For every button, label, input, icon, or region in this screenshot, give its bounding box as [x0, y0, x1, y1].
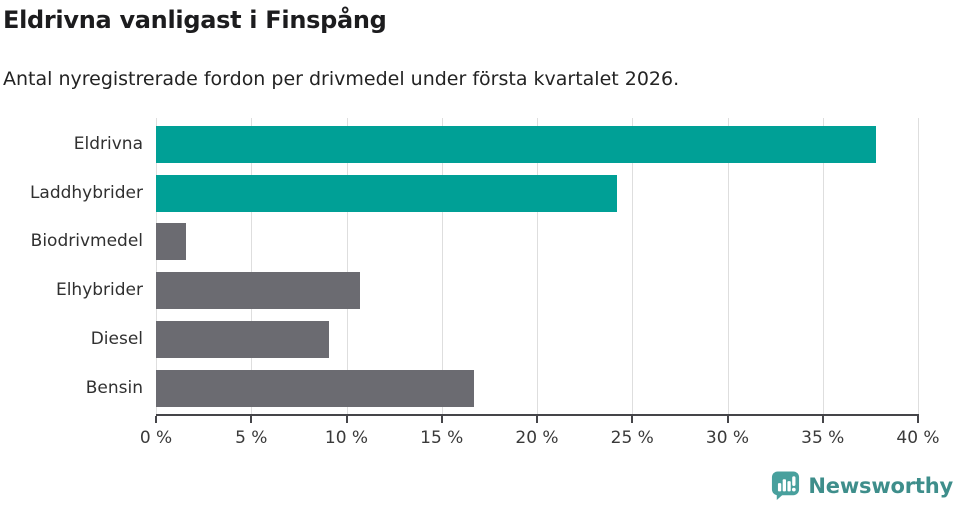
x-axis-tick: [726, 416, 729, 423]
x-axis-tick-label: 30 %: [705, 428, 750, 448]
x-axis-tick: [155, 416, 157, 423]
bar-row: Diesel: [91, 320, 918, 358]
bar-row: Bensin: [86, 369, 918, 407]
gridline: [822, 118, 824, 414]
x-axis-tick: [536, 416, 538, 423]
category-label: Biodrivmedel: [30, 231, 143, 252]
category-label: Laddhybrider: [29, 182, 143, 203]
x-axis-tick-label: 35 %: [801, 428, 845, 448]
x-axis-tick-label: 10 %: [324, 428, 369, 448]
x-axis-tick-label: 40 %: [896, 428, 940, 448]
bar-diesel: [156, 320, 330, 358]
category-label: Bensin: [85, 377, 143, 398]
gridline: [251, 118, 253, 414]
gridline: [727, 118, 729, 414]
x-axis-tick: [440, 416, 443, 423]
x-axis-tick: [250, 416, 253, 423]
gridline: [156, 118, 157, 414]
x-axis-tick: [821, 416, 824, 423]
x-axis-tick-label: 0 %: [139, 428, 173, 448]
gridline: [346, 118, 348, 414]
chart-subtitle: Antal nyregistrerade fordon per drivmede…: [3, 68, 680, 90]
bar-row: Biodrivmedel: [31, 223, 918, 261]
bar-row: Laddhybrider: [30, 174, 918, 212]
x-axis-tick-label: 20 %: [515, 428, 559, 448]
x-axis-line: [156, 414, 919, 416]
gridline: [537, 118, 538, 414]
newsworthy-logo-icon: [770, 470, 801, 501]
category-label: Diesel: [90, 328, 143, 349]
x-axis-tick-label: 15 %: [420, 428, 464, 448]
x-axis-tick: [631, 416, 634, 423]
x-axis-tick: [345, 416, 348, 423]
bar-eldrivna: [156, 126, 877, 163]
bar-bensin: [156, 369, 475, 407]
x-axis-tick: [917, 416, 919, 423]
bar-biodrivmedel: [156, 223, 187, 261]
brand-link[interactable]: Newsworthy: [770, 470, 953, 501]
bar-chart: Eldrivna Laddhybrider Biodrivmedel Elhybrid…: [0, 118, 960, 458]
category-label: Eldrivna: [73, 134, 143, 154]
plot-area: Eldrivna Laddhybrider Biodrivmedel Elhybrid…: [30, 118, 940, 448]
bar-elhybrider: [156, 272, 360, 310]
category-label: Elhybrider: [55, 280, 143, 301]
bar-row: Elhybrider: [56, 272, 918, 310]
bar-laddhybrider: [156, 174, 617, 212]
gridline: [441, 118, 443, 414]
brand-name: Newsworthy: [808, 473, 953, 498]
gridline: [918, 118, 919, 414]
chart-title: Eldrivna vanligast i Finspång: [3, 6, 387, 34]
x-axis-tick-label: 5 %: [235, 428, 268, 448]
bar-row: Eldrivna: [74, 126, 918, 163]
gridline: [632, 118, 634, 414]
x-axis-tick-label: 25 %: [610, 428, 654, 448]
